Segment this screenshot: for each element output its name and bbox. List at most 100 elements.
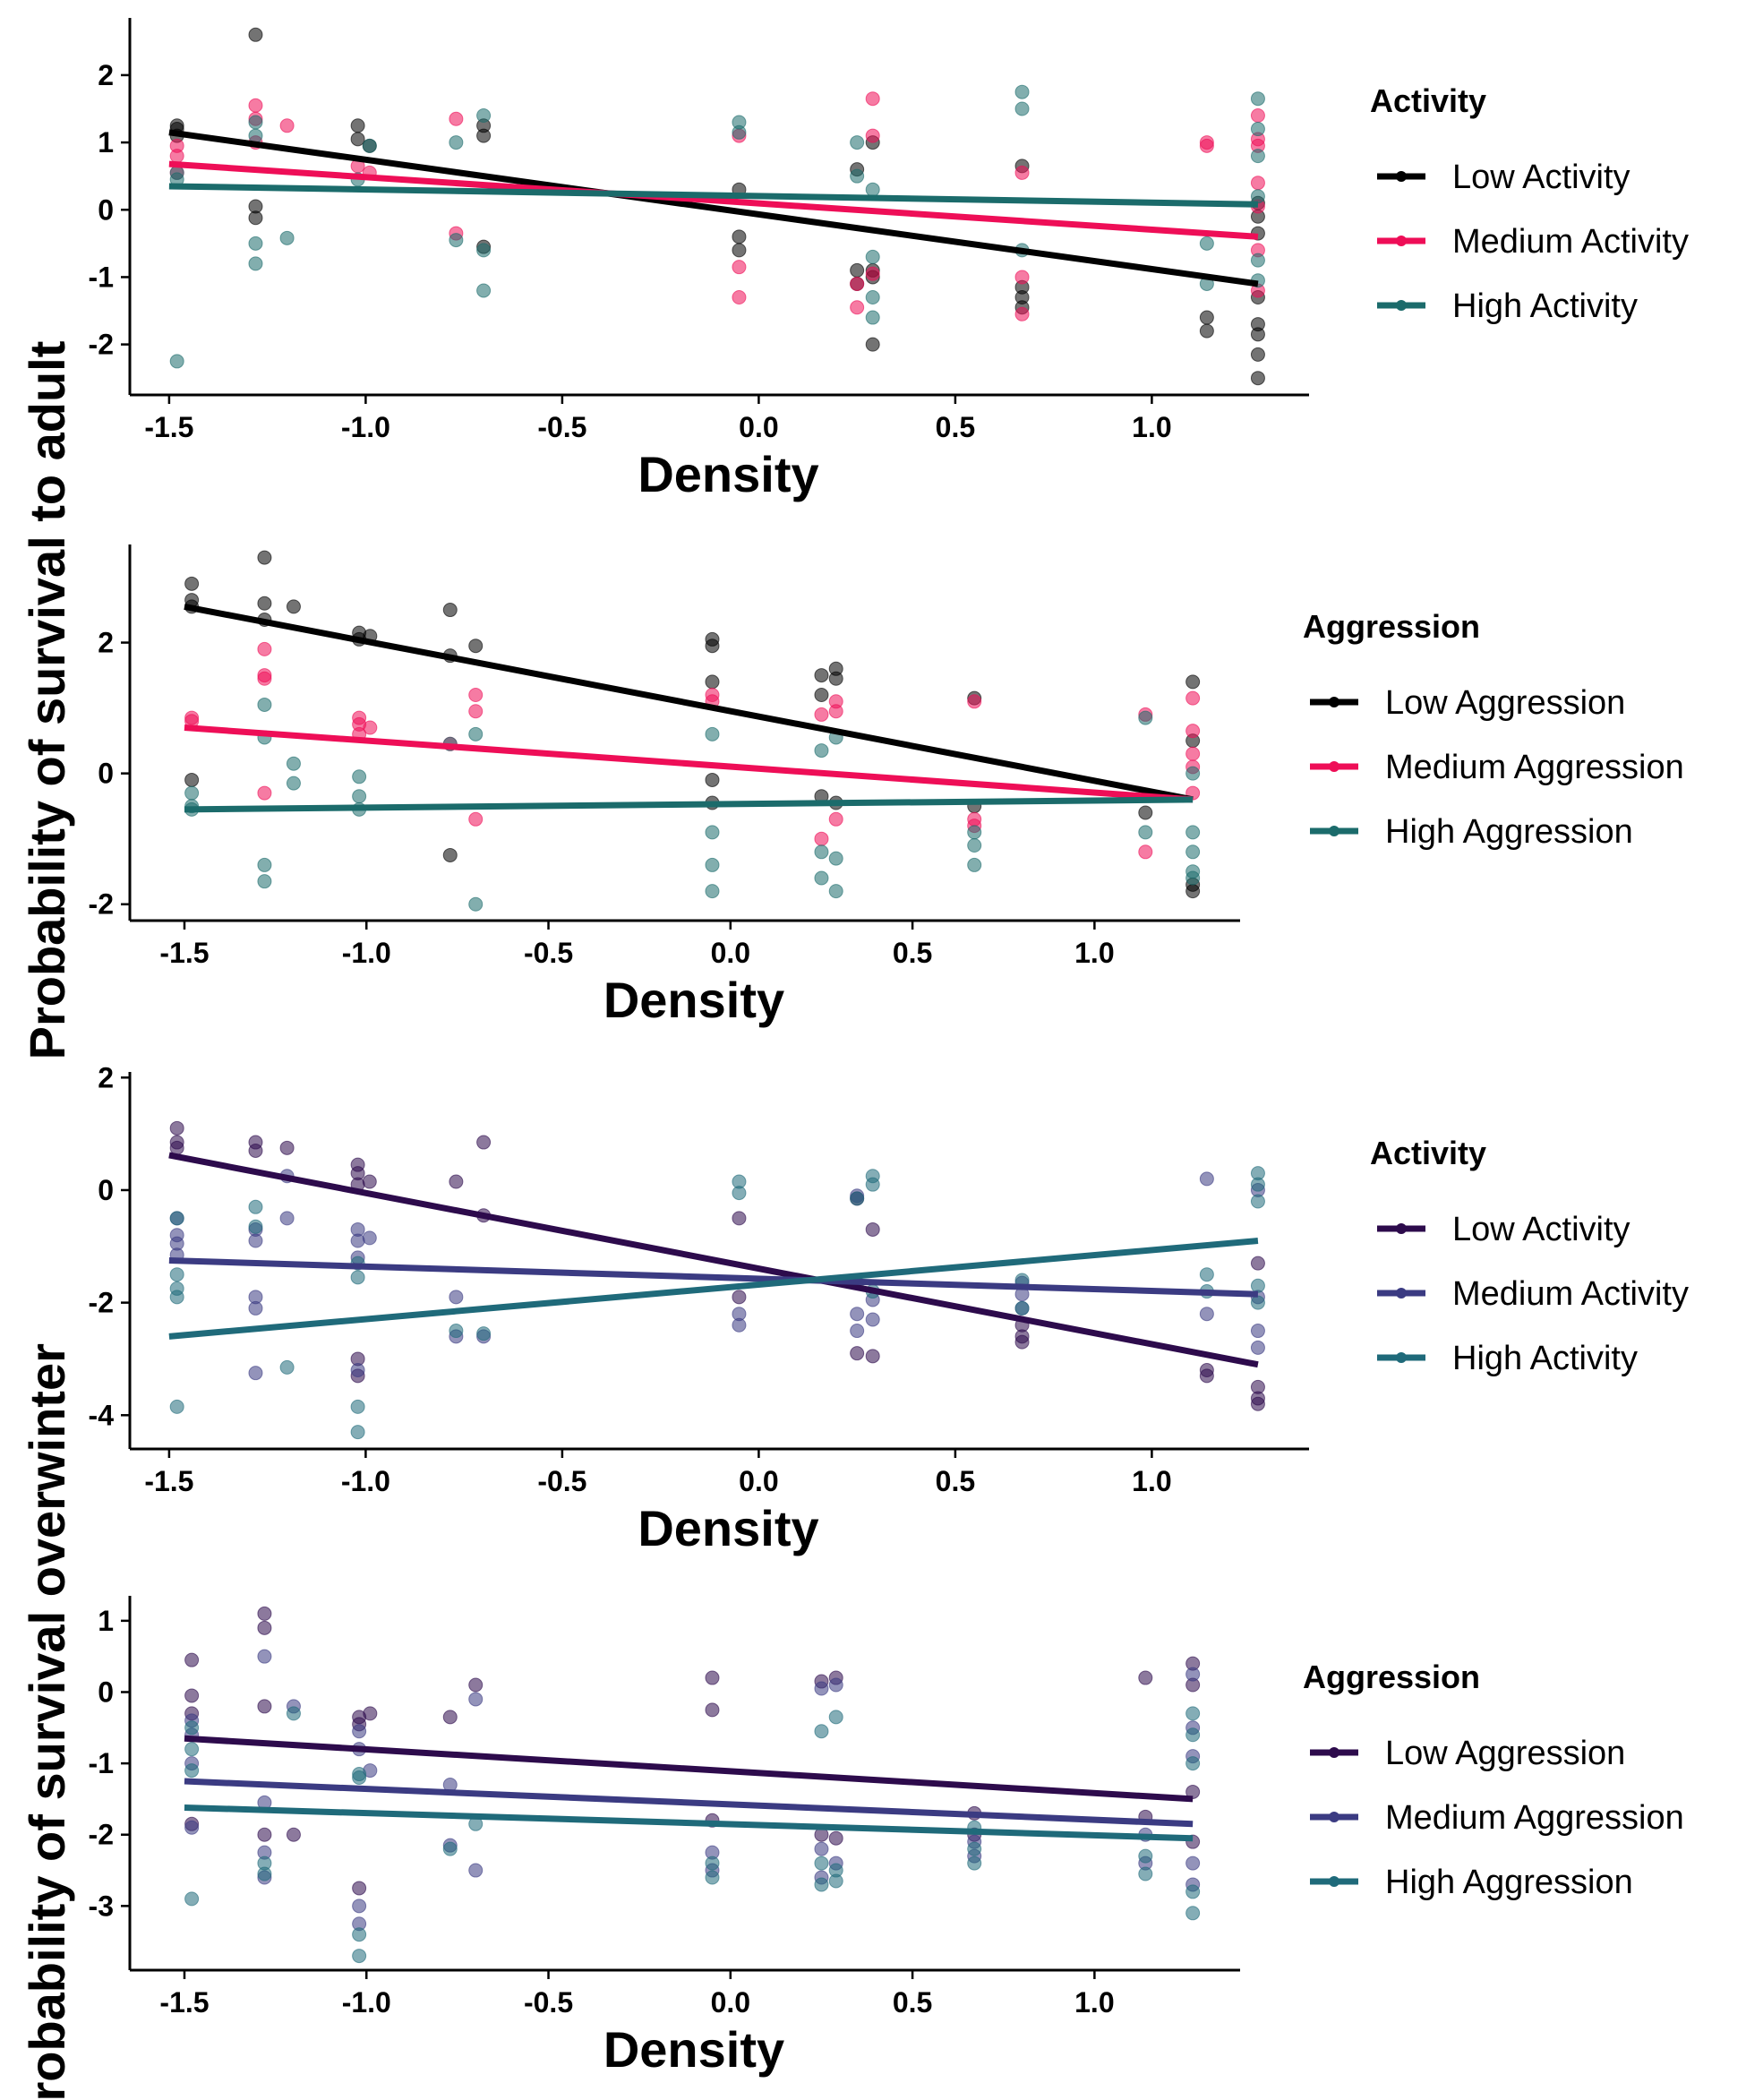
point-series-3 [967, 838, 982, 853]
fit-line-series-3 [184, 1804, 1194, 1842]
point-series-1 [732, 1211, 747, 1226]
point-series-1 [286, 599, 301, 614]
point-series-2 [814, 1841, 829, 1856]
x-tick-label: 1.0 [1074, 937, 1114, 969]
y-tick-label: 0 [98, 193, 114, 226]
y-tick-label: -4 [89, 1399, 115, 1431]
point-series-3 [184, 1720, 200, 1736]
legend-label: Low Aggression [1385, 684, 1625, 722]
x-tick-label: -0.5 [537, 1465, 586, 1497]
y-tick-label: 2 [98, 627, 114, 659]
point-series-3 [468, 896, 484, 912]
point-series-3 [169, 1267, 184, 1282]
point-series-1 [449, 1174, 464, 1189]
point-series-3 [865, 249, 880, 264]
point-series-3 [1138, 710, 1153, 725]
point-series-1 [350, 132, 365, 147]
point-series-1 [257, 550, 272, 565]
legend-title: Activity [1370, 1135, 1486, 1171]
y-tick-label: 2 [98, 59, 114, 91]
point-series-3 [1185, 1906, 1201, 1921]
point-series-3 [732, 1186, 747, 1201]
legend-label: High Activity [1452, 1340, 1638, 1377]
fit-line-series-2 [168, 160, 1259, 240]
point-series-1 [184, 1688, 200, 1703]
point-series-1 [1138, 1670, 1153, 1685]
x-tick-label: 0.5 [936, 1465, 975, 1497]
point-series-2 [352, 1724, 367, 1739]
fit-line-series-1 [168, 129, 1259, 287]
legend-title: Activity [1370, 82, 1486, 119]
point-series-1 [169, 1140, 184, 1155]
x-tick-label: -1.0 [342, 937, 391, 969]
point-series-2 [257, 1649, 272, 1664]
fit-line-series-3 [184, 796, 1194, 813]
point-series-1 [362, 1174, 377, 1189]
x-tick-label: -1.5 [159, 937, 209, 969]
point-series-1 [248, 210, 263, 226]
point-series-1 [1199, 1368, 1214, 1384]
legend-key-point [1396, 1288, 1407, 1299]
point-series-2 [828, 811, 843, 827]
point-series-2 [350, 1233, 365, 1248]
point-series-1 [279, 1140, 295, 1155]
point-series-1 [850, 262, 865, 278]
point-series-3 [352, 1770, 367, 1786]
x-tick-label: 0.0 [711, 1986, 750, 2019]
point-series-2 [1185, 1856, 1201, 1871]
point-series-3 [352, 789, 367, 804]
point-series-1 [814, 668, 829, 683]
point-series-2 [169, 149, 184, 164]
y-tick-label: -2 [89, 1819, 114, 1851]
x-tick-label: -1.0 [342, 1986, 391, 2019]
point-series-1 [732, 243, 747, 258]
point-series-3 [828, 1873, 843, 1889]
point-series-3 [865, 182, 880, 197]
point-series-2 [248, 1366, 263, 1381]
point-series-2 [1199, 135, 1214, 150]
point-series-3 [248, 115, 263, 130]
point-series-1 [257, 596, 272, 611]
points-group [184, 550, 1201, 912]
point-series-3 [248, 256, 263, 271]
y-tick-label: -1 [89, 261, 114, 293]
legend-key-point [1329, 1747, 1339, 1758]
point-series-3 [828, 851, 843, 866]
point-series-3 [286, 1706, 301, 1721]
point-series-2 [850, 276, 865, 291]
x-tick-label: -1.5 [144, 411, 193, 443]
point-series-3 [449, 233, 464, 248]
point-series-3 [468, 726, 484, 741]
panel-3: -1.5 -1.0 -0.5 0.0 0.5 1.0 -4 -2 0 2 Density Activi… [89, 1061, 1689, 1556]
point-series-1 [257, 1699, 272, 1714]
point-series-2 [468, 704, 484, 719]
x-tick-label: 1.0 [1132, 411, 1171, 443]
point-series-3 [705, 857, 720, 872]
point-series-3 [1138, 1848, 1153, 1864]
fit-line-series-1 [184, 603, 1194, 803]
point-series-2 [279, 118, 295, 133]
point-series-3 [286, 756, 301, 771]
point-series-3 [1185, 844, 1201, 860]
point-series-2 [865, 266, 880, 281]
points-group [169, 27, 1265, 386]
point-series-3 [1185, 1884, 1201, 1899]
point-series-3 [865, 289, 880, 304]
point-series-3 [352, 1927, 367, 1942]
point-series-1 [468, 639, 484, 654]
point-series-2 [468, 1863, 484, 1878]
point-series-1 [476, 1135, 492, 1150]
point-series-3 [828, 884, 843, 899]
point-series-3 [442, 1841, 458, 1856]
point-series-1 [257, 1606, 272, 1621]
point-series-1 [1250, 1396, 1265, 1411]
y-tick-label: 2 [98, 1061, 114, 1093]
y-tick-label: -2 [89, 888, 114, 921]
fit-line-series-2 [184, 724, 1194, 803]
point-series-2 [248, 1233, 263, 1248]
legend-label: Low Activity [1452, 1211, 1630, 1248]
point-series-3 [705, 1856, 720, 1871]
y-tick-label: 0 [98, 758, 114, 790]
point-series-3 [814, 870, 829, 886]
